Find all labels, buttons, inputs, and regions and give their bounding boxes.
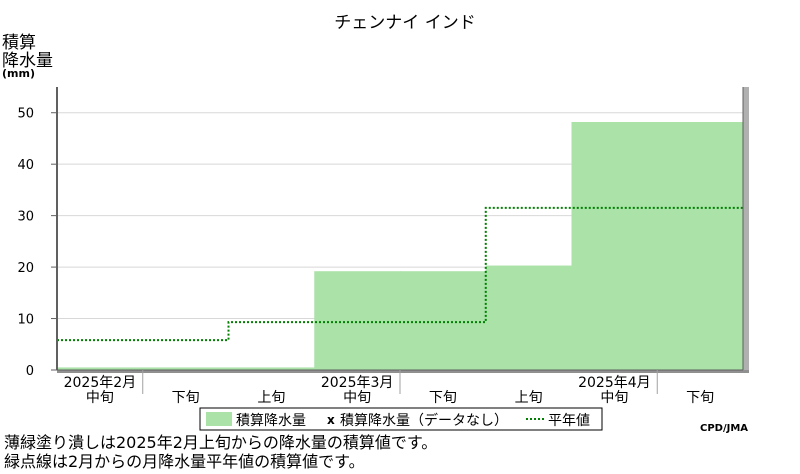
legend-frame [199, 407, 603, 431]
legend-swatch-accumulated [206, 412, 232, 426]
credit: CPD/JMA [700, 423, 748, 434]
legend: 積算降水量 x 積算降水量（データなし） 平年値 [199, 407, 603, 431]
bar-5 [485, 265, 572, 370]
right-wall-depth [743, 87, 749, 370]
bars-layer [57, 121, 744, 370]
y-tick-label-5: 50 [17, 107, 34, 122]
y-tick-label-3: 30 [17, 210, 34, 225]
x-month-label-0: 2025年2月 [64, 375, 137, 391]
x-sub-label-0: 中旬 [86, 390, 114, 406]
legend-marker-no-data: x [327, 413, 335, 427]
x-sub-label-6: 中旬 [600, 390, 628, 406]
legend-label-accumulated: 積算降水量 [236, 413, 306, 429]
floor-depth [57, 370, 749, 373]
y-axis-label-line-2: 降水量 [2, 51, 53, 71]
bar-0 [57, 367, 144, 370]
bar-3 [314, 271, 401, 370]
bar-7 [657, 121, 744, 370]
bar-4 [400, 271, 487, 370]
normal-layer [57, 206, 743, 342]
y-tick-label-4: 40 [17, 158, 34, 173]
x-sub-label-2: 上旬 [257, 390, 285, 406]
x-sub-label-4: 下旬 [429, 390, 457, 406]
legend-label-no-data: 積算降水量（データなし） [340, 412, 508, 429]
bar-6 [571, 121, 658, 370]
bar-2 [228, 367, 315, 370]
x-sub-label-1: 下旬 [172, 390, 200, 406]
y-tick-label-2: 20 [17, 261, 34, 276]
x-month-label-6: 2025年4月 [578, 375, 651, 391]
y-tick-label-1: 10 [17, 313, 34, 328]
x-sub-label-7: 下旬 [686, 390, 714, 406]
bar-1 [142, 367, 229, 370]
chart-title: チェンナイ インド [334, 13, 475, 33]
normal-line [57, 206, 743, 342]
y-axis-unit: (mm) [2, 67, 35, 80]
y-ticks-layer: 0 10 20 30 40 50 [17, 107, 57, 379]
y-tick-label-0: 0 [26, 364, 34, 379]
x-sub-label-5: 上旬 [515, 390, 543, 406]
note-line-2: 緑点線は2月からの月降水量平年値の積算値です。 [4, 452, 365, 470]
x-month-label-3: 2025年3月 [321, 375, 394, 391]
legend-label-normal: 平年値 [548, 413, 590, 429]
y-axis-label-line-1: 積算 [2, 33, 36, 53]
note-line-1: 薄緑塗り潰しは2025年2月上旬からの降水量の積算値です。 [4, 433, 437, 452]
x-sub-label-3: 中旬 [343, 390, 371, 406]
